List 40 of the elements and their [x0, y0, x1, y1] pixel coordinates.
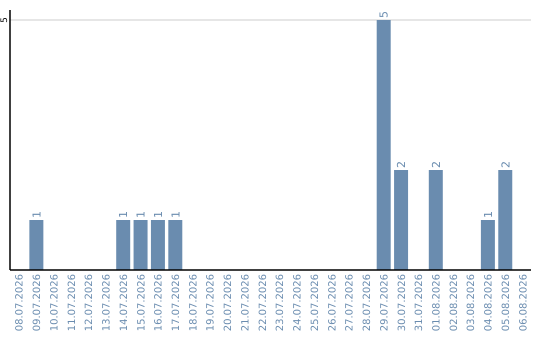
data-label: 5	[378, 11, 391, 18]
x-tick-label: 14.07.2026	[118, 274, 130, 332]
x-tick-label: 16.07.2026	[154, 274, 165, 332]
x-tick-label: 12.07.2026	[84, 274, 96, 332]
x-tick-label: 17.07.2026	[170, 274, 182, 332]
data-label: 1	[117, 211, 130, 218]
x-tick-label: 09.07.2026	[32, 274, 44, 332]
data-label: 1	[169, 211, 182, 218]
x-tick-label: 23.07.2026	[275, 274, 286, 332]
x-tick-label: 15.07.2026	[136, 274, 148, 332]
data-label: 2	[499, 161, 512, 168]
x-tick-label: 18.07.2026	[188, 274, 200, 332]
x-tick-label: 19.07.2026	[206, 274, 217, 332]
x-tick-label: 25.07.2026	[310, 274, 321, 332]
x-tick-label: 27.07.2026	[344, 274, 356, 332]
x-tick-label: 31.07.2026	[414, 274, 426, 332]
data-label: 1	[152, 211, 165, 218]
data-label: 1	[30, 211, 44, 218]
x-tick-label: 26.07.2026	[327, 274, 338, 332]
x-tick-label: 24.07.2026	[292, 274, 304, 332]
x-tick-label: 04.08.2026	[484, 274, 495, 332]
data-label: 1	[482, 211, 495, 218]
x-tick-label: 22.07.2026	[258, 274, 269, 332]
x-tick-label: 30.07.2026	[396, 274, 408, 332]
x-tick-label: 20.07.2026	[223, 274, 234, 332]
x-tick-label: 03.08.2026	[466, 274, 478, 332]
x-tick-label: 02.08.2026	[448, 274, 460, 332]
x-tick-label: 13.07.2026	[102, 274, 113, 332]
x-tick-label: 10.07.2026	[49, 274, 60, 332]
x-tick-label: 29.07.2026	[379, 274, 390, 332]
data-label: 1	[134, 211, 148, 218]
data-label: 2	[430, 161, 443, 168]
x-tick-label: 28.07.2026	[362, 274, 374, 332]
x-tick-label: 05.08.2026	[500, 274, 512, 332]
x-tick-label: 11.07.2026	[66, 274, 78, 332]
x-tick-label: 06.08.2026	[518, 274, 530, 332]
x-tick-label: 08.07.2026	[14, 274, 26, 332]
data-label: 2	[395, 161, 408, 168]
x-tick-label: 21.07.2026	[240, 274, 252, 332]
x-tick-label: 01.08.2026	[431, 274, 442, 332]
